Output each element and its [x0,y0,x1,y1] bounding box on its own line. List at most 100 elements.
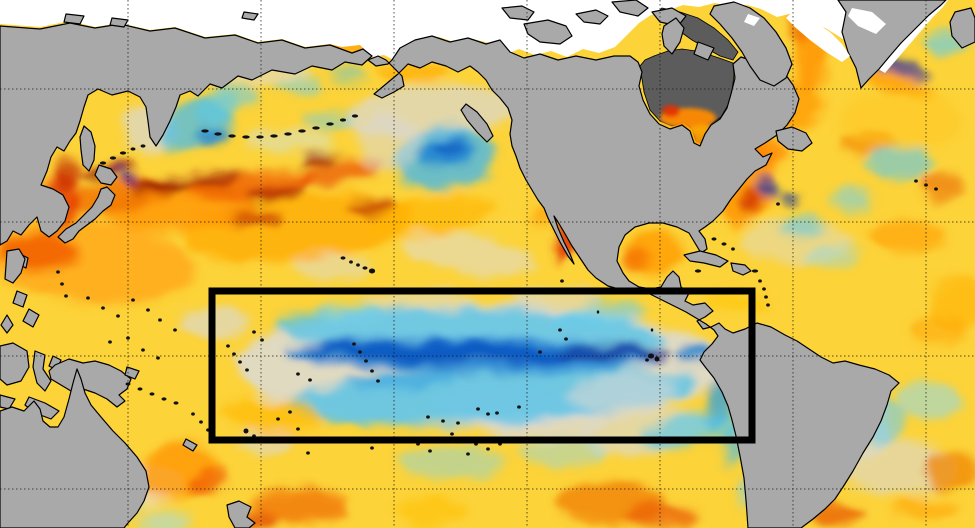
island-speck [256,135,264,139]
island-speck [296,427,300,431]
island-speck [252,330,256,334]
anomaly-aleutian-cyan [303,112,357,130]
anomaly-kuroshio-dark-5 [300,151,340,167]
island-speck [339,118,347,122]
land-wrangel-island [241,11,259,21]
anomaly-aleutian-gray [245,129,335,153]
island-speck [326,122,334,126]
land-southampton-island [693,41,715,61]
anomaly-box-sw-orange [222,399,322,433]
island-speck [476,407,480,411]
anomaly-sargasso-orange [865,220,945,252]
island-speck [456,421,460,425]
land-iceland [949,7,975,49]
island-speck [245,368,249,372]
anomaly-npac-dark-6 [348,198,396,214]
anomaly-box-north-cyan-1 [314,302,386,320]
island-speck [306,451,310,455]
land-philippines-3 [22,308,40,328]
anomaly-kuroshio-dark-3 [187,171,243,187]
land-ru-arctic-island-2 [109,17,129,28]
island-speck [758,279,762,283]
island-speck [130,147,136,151]
island-speck [370,446,374,450]
anomaly-southpac-cyan-1 [395,446,505,478]
equatorial-pacific-monitoring-box [208,287,756,444]
island-speck [228,134,236,138]
anomaly-coral-sea-red [188,469,224,495]
land-borneo [0,342,30,386]
anomaly-southpac-red-1 [626,504,698,528]
anomaly-natl-red-swirl [916,174,964,198]
anomaly-kuroshio-dark-4 [245,185,305,201]
land-philippines-2 [12,290,28,308]
island-speck [764,295,768,299]
land-vancouver-island [460,103,494,143]
island-speck [560,279,564,283]
anomaly-box-north-cyan-2 [555,304,645,328]
anomaly-brazil-cyan-2 [898,382,962,418]
land-philippines-4 [0,314,14,334]
land-sakhalin [79,125,96,172]
land-luzon [4,248,26,284]
island-speck [201,129,209,133]
land-king-william-island [575,9,609,25]
arctic-nodata-region [0,0,948,73]
land-newfoundland [775,126,813,152]
anomaly-bering-cyan-3 [332,69,368,83]
anomaly-subtropical-gray-1 [405,233,535,277]
island-speck [56,270,60,274]
anomaly-subtropical-gray-2 [292,254,368,282]
island-speck [140,144,146,148]
island-speck [914,179,918,183]
island-speck [762,287,766,291]
land-ru-arctic-island-1 [63,13,85,25]
anomaly-kuroshio-orange-3 [297,156,387,188]
island-speck [450,432,454,436]
anomaly-natl-cyan-4 [805,245,859,267]
island-speck [441,419,445,423]
island-speck [308,378,312,382]
layer-ocean-anomalies [0,10,975,528]
land-siberia [0,22,373,246]
island-speck [312,126,320,130]
island-speck [146,308,150,312]
anomaly-cold-tongue-navy-east [555,345,665,359]
anomaly-satl-gray [845,440,955,496]
land-sulawesi [32,350,52,392]
island-speck [538,350,542,354]
island-speck [650,328,654,332]
anomaly-southpac-yellow [396,498,468,526]
island-speck [126,336,130,340]
anomaly-npac-warm-east [367,196,497,236]
island-speck [296,372,300,376]
anomaly-gulfstream-navy-swirl [754,177,782,195]
island-speck [517,405,521,409]
land-melville-peninsula [661,17,685,55]
island-speck [362,266,368,270]
island-speck [60,282,64,286]
anomaly-cold-tongue-core [305,340,595,364]
island-speck [596,310,600,314]
island-speck [161,397,167,401]
island-speck [711,237,717,241]
land-new-zealand-north-island [226,500,256,528]
anomaly-nepac-gray-west [358,115,422,169]
anomaly-gulfstream-navy-2 [781,195,799,205]
island-speck [751,269,759,273]
land-cuba [683,250,729,268]
layer-arctic-white [0,0,948,73]
land-hokkaido [94,164,118,186]
island-speck [486,447,490,451]
island-speck [694,269,702,273]
island-speck [486,412,490,416]
island-speck [356,263,360,267]
island-speck [340,256,346,260]
island-speck [351,114,359,118]
island-speck [364,359,368,363]
anomaly-natl-cyan-1 [868,144,932,180]
channel-ice [744,14,760,26]
island-speck [156,356,160,360]
land-parry-islands [611,0,649,17]
